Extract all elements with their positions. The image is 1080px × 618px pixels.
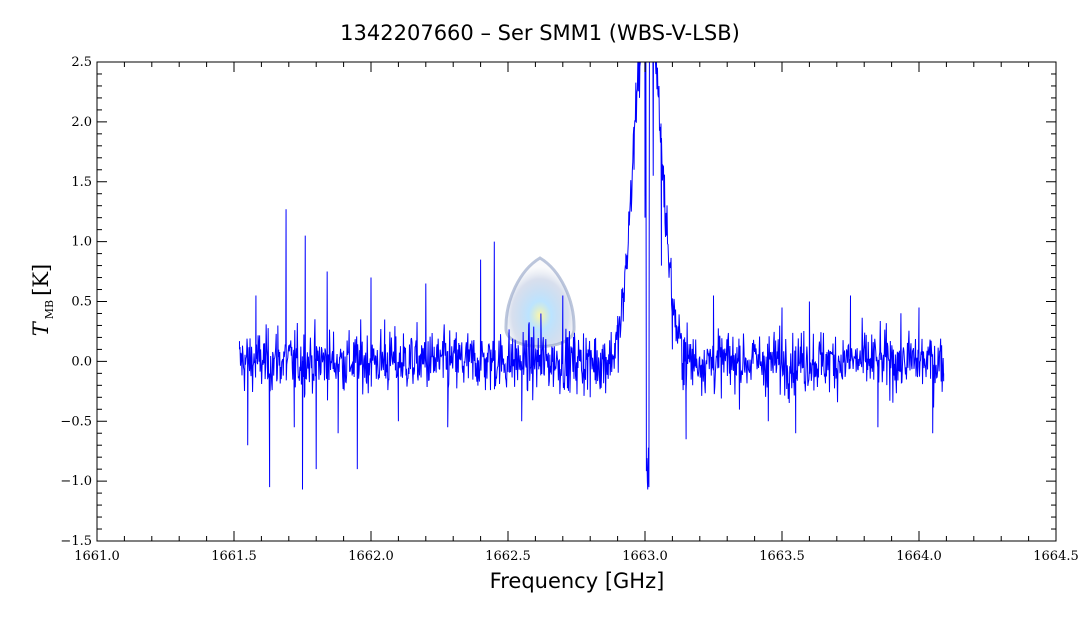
x-tick-label: 1661.5 [211, 549, 257, 564]
x-tick-label: 1663.0 [622, 549, 668, 564]
x-tick-label: 1663.5 [759, 549, 805, 564]
svg-text:TMB[K]: TMB [K] [29, 264, 56, 336]
spectrum-line [238, 61, 945, 490]
y-tick-label: −0.5 [60, 414, 92, 429]
plot-area [238, 61, 945, 490]
y-tick-label: 1.0 [71, 235, 92, 250]
y-tick-label: 1.5 [71, 175, 92, 190]
axes: 1661.0 1661.5 1662.0 1662.5 1663.0 1663.5 1664… [60, 55, 1078, 564]
watermark-overlay [504, 256, 576, 348]
y-axis-unit: [K] [29, 264, 53, 296]
y-tick-label: 2.5 [71, 55, 92, 70]
y-tick-label: 0.5 [71, 295, 92, 310]
y-tick-label: −1.5 [60, 534, 92, 549]
y-tick-label: 2.0 [71, 115, 92, 130]
x-tick-label: 1664.0 [896, 549, 942, 564]
x-tick-label: 1662.5 [485, 549, 531, 564]
y-axis-symbol: T [29, 320, 53, 336]
y-axis-subscript: MB [43, 300, 56, 319]
x-tick-label: 1661.0 [74, 549, 120, 564]
y-tick-label: −1.0 [60, 474, 92, 489]
x-tick-label: 1662.0 [348, 549, 394, 564]
x-tick-label: 1664.5 [1033, 549, 1079, 564]
y-axis-label: TMB [K] [29, 264, 56, 336]
plot-frame [96, 61, 1057, 542]
chart-title: 1342207660 – Ser SMM1 (WBS-V-LSB) [340, 21, 740, 45]
x-axis-label: Frequency [GHz] [490, 569, 665, 593]
y-tick-label: 0.0 [71, 354, 92, 369]
